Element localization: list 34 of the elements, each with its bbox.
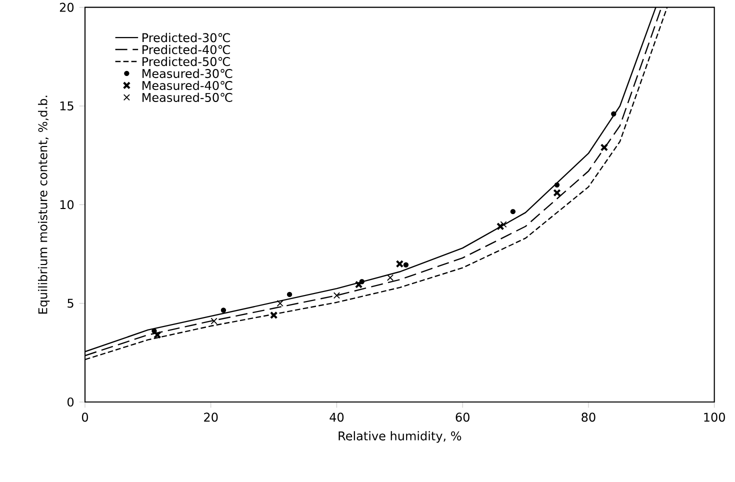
legend-label: Predicted-40℃ bbox=[142, 44, 230, 54]
point bbox=[210, 318, 218, 324]
x-tick-label: 100 bbox=[704, 412, 725, 422]
x-tick-label: 40 bbox=[330, 412, 344, 422]
x-tick-label: 80 bbox=[582, 412, 596, 422]
point bbox=[510, 208, 516, 214]
legend-label: Measured-30℃ bbox=[142, 68, 232, 78]
point bbox=[153, 331, 162, 339]
x-axis-title: Relative humidity, % bbox=[338, 431, 462, 443]
point bbox=[553, 188, 561, 197]
point bbox=[554, 182, 560, 188]
y-tick-label: 0 bbox=[67, 397, 74, 407]
legend-label: Predicted-50℃ bbox=[142, 56, 230, 66]
y-tick-label: 20 bbox=[60, 2, 74, 12]
x-tick-label: 0 bbox=[82, 412, 88, 422]
point bbox=[396, 260, 404, 268]
y-tick-label: 10 bbox=[60, 200, 74, 210]
y-axis-title: Equilibrium moisture content, %,d.b. bbox=[38, 96, 50, 314]
legend-label: Measured-50℃ bbox=[142, 92, 232, 102]
x-tick-label: 20 bbox=[204, 412, 218, 422]
point bbox=[600, 144, 608, 152]
point bbox=[403, 262, 409, 268]
point bbox=[220, 308, 226, 313]
y-tick-label: 5 bbox=[68, 298, 74, 308]
point bbox=[354, 280, 363, 288]
y-tick-label: 15 bbox=[60, 102, 74, 110]
legend-label: Measured-40℃ bbox=[142, 80, 232, 90]
point bbox=[286, 292, 292, 298]
legend-label: Predicted-30℃ bbox=[142, 32, 230, 42]
point bbox=[270, 311, 278, 320]
x-tick-label: 60 bbox=[456, 412, 470, 422]
point bbox=[611, 111, 616, 116]
point bbox=[496, 222, 504, 230]
point bbox=[333, 292, 340, 299]
